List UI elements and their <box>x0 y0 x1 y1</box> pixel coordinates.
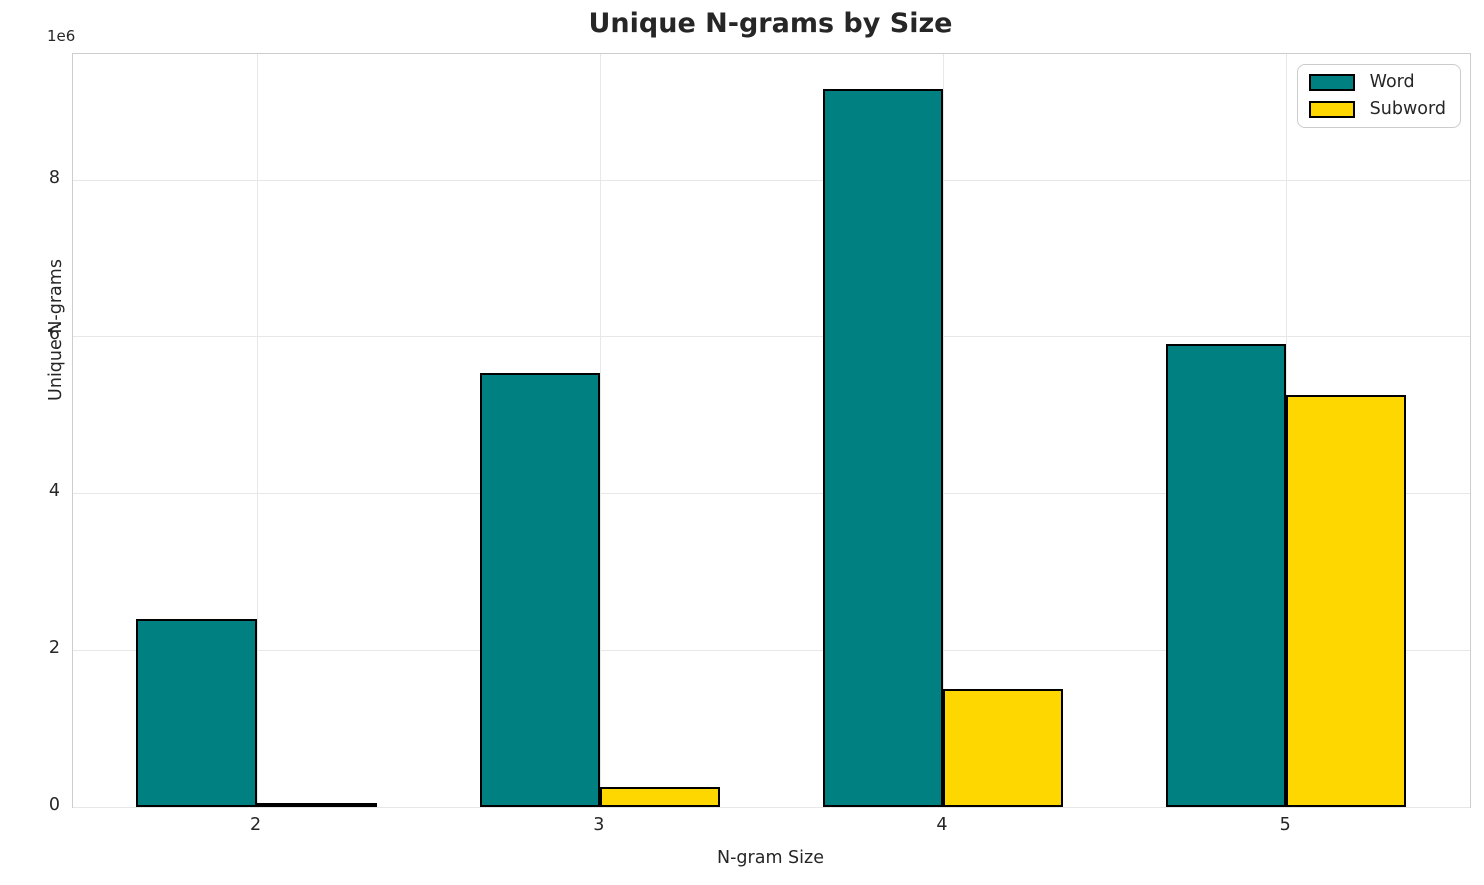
x-tick-5: 5 <box>1279 815 1291 835</box>
bar-word-2 <box>136 618 257 807</box>
x-tick-3: 3 <box>593 815 605 835</box>
y-tick-6: 6 <box>48 324 60 345</box>
plot-area: Word Subword <box>72 53 1471 808</box>
legend-swatch-subword <box>1308 100 1355 118</box>
gridline-y-4 <box>73 493 1470 495</box>
legend-swatch-word <box>1308 74 1355 92</box>
chart-title: Unique N-grams by Size <box>588 8 953 39</box>
legend-label-subword: Subword <box>1369 98 1446 119</box>
legend-item-subword: Subword <box>1308 98 1446 119</box>
gridline-y-2 <box>73 650 1470 652</box>
x-tick-4: 4 <box>936 815 948 835</box>
y-tick-4: 4 <box>48 481 60 502</box>
bar-word-5 <box>1166 344 1287 807</box>
gridline-x-3 <box>599 54 601 807</box>
bar-subword-3 <box>599 787 720 807</box>
legend-label-word: Word <box>1369 72 1415 92</box>
bar-word-4 <box>822 89 943 807</box>
x-tick-2: 2 <box>250 815 262 835</box>
y-tick-0: 0 <box>48 795 60 815</box>
bar-subword-5 <box>1286 395 1407 807</box>
bar-subword-2 <box>256 803 377 807</box>
legend-item-word: Word <box>1308 72 1446 92</box>
bar-subword-4 <box>943 689 1064 807</box>
gridline-y-0 <box>73 807 1470 808</box>
gridline-y-8 <box>73 179 1470 181</box>
x-axis-label: N-gram Size <box>717 848 824 868</box>
gridline-y-6 <box>73 336 1470 338</box>
legend: Word Subword <box>1296 64 1461 128</box>
gridline-x-4 <box>943 54 944 807</box>
y-tick-8: 8 <box>48 167 60 188</box>
y-tick-2: 2 <box>48 638 60 659</box>
bar-word-3 <box>479 373 600 807</box>
gridline-x-2 <box>256 54 258 807</box>
y-axis-offset-text: 1e6 <box>47 27 76 45</box>
y-axis-label: Unique N-grams <box>46 259 66 401</box>
